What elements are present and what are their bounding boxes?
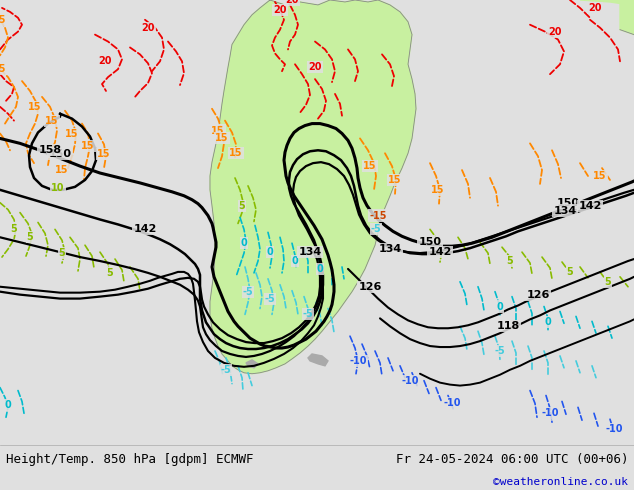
Text: -5: -5 bbox=[221, 365, 231, 375]
Polygon shape bbox=[580, 0, 634, 5]
Text: 134: 134 bbox=[299, 247, 321, 257]
Text: 142: 142 bbox=[429, 247, 451, 257]
Polygon shape bbox=[246, 360, 258, 368]
Text: 20: 20 bbox=[548, 26, 562, 37]
Text: 15: 15 bbox=[55, 165, 68, 175]
Text: 15: 15 bbox=[97, 149, 111, 159]
Text: 10: 10 bbox=[51, 183, 65, 193]
Text: 15: 15 bbox=[0, 64, 7, 74]
Text: 142: 142 bbox=[578, 200, 602, 211]
Polygon shape bbox=[210, 0, 416, 374]
Text: -10: -10 bbox=[401, 376, 418, 386]
Text: 15: 15 bbox=[45, 116, 59, 125]
Text: 15: 15 bbox=[363, 161, 377, 171]
Text: -5: -5 bbox=[371, 224, 382, 234]
Text: 126: 126 bbox=[526, 290, 550, 300]
Text: 15: 15 bbox=[81, 141, 94, 151]
Text: 5: 5 bbox=[11, 224, 17, 234]
Text: 0: 0 bbox=[241, 238, 247, 248]
Text: 15: 15 bbox=[211, 125, 224, 136]
Text: 118: 118 bbox=[496, 321, 520, 331]
Text: -10: -10 bbox=[541, 408, 559, 418]
Text: 134: 134 bbox=[553, 206, 577, 216]
Text: 15: 15 bbox=[29, 102, 42, 112]
Text: -5: -5 bbox=[302, 309, 313, 319]
Text: Height/Temp. 850 hPa [gdpm] ECMWF: Height/Temp. 850 hPa [gdpm] ECMWF bbox=[6, 453, 254, 466]
Text: 150: 150 bbox=[418, 237, 441, 247]
Text: 20: 20 bbox=[588, 3, 602, 13]
Text: -10: -10 bbox=[349, 356, 366, 366]
Text: ©weatheronline.co.uk: ©weatheronline.co.uk bbox=[493, 477, 628, 487]
Text: 0: 0 bbox=[496, 301, 503, 312]
Text: 15: 15 bbox=[0, 15, 7, 25]
Text: 5: 5 bbox=[567, 267, 573, 277]
Text: 15: 15 bbox=[388, 175, 402, 185]
Text: 20: 20 bbox=[285, 0, 299, 5]
Text: -5: -5 bbox=[243, 287, 254, 296]
Text: 20: 20 bbox=[141, 23, 155, 33]
Text: 20: 20 bbox=[308, 62, 321, 72]
Text: 150: 150 bbox=[48, 149, 72, 159]
Text: -15: -15 bbox=[369, 211, 387, 220]
Text: 5: 5 bbox=[27, 232, 34, 242]
Text: 5: 5 bbox=[605, 277, 611, 287]
Text: -5: -5 bbox=[264, 294, 275, 304]
Text: Fr 24-05-2024 06:00 UTC (00+06): Fr 24-05-2024 06:00 UTC (00+06) bbox=[396, 453, 628, 466]
Polygon shape bbox=[308, 354, 328, 366]
Text: 5: 5 bbox=[238, 200, 245, 211]
Text: 0: 0 bbox=[4, 400, 11, 410]
Text: 15: 15 bbox=[65, 129, 79, 140]
Text: -10: -10 bbox=[605, 424, 623, 434]
Text: 15: 15 bbox=[593, 171, 607, 181]
Text: 15: 15 bbox=[216, 133, 229, 144]
Text: 142: 142 bbox=[133, 224, 157, 234]
Text: 150: 150 bbox=[557, 197, 579, 208]
Text: 0: 0 bbox=[267, 247, 273, 257]
Text: -10: -10 bbox=[443, 398, 461, 408]
Text: 15: 15 bbox=[431, 185, 444, 195]
Text: 0: 0 bbox=[316, 264, 323, 274]
Text: 5: 5 bbox=[58, 248, 65, 258]
Text: 126: 126 bbox=[358, 282, 382, 292]
Text: 0: 0 bbox=[292, 256, 299, 266]
Polygon shape bbox=[620, 0, 634, 35]
Text: 0: 0 bbox=[545, 318, 552, 327]
Text: 158: 158 bbox=[39, 145, 61, 155]
Text: 5: 5 bbox=[507, 256, 514, 266]
Text: -5: -5 bbox=[495, 346, 505, 356]
Text: 20: 20 bbox=[98, 56, 112, 66]
Text: 134: 134 bbox=[378, 244, 401, 254]
Text: 5: 5 bbox=[107, 268, 113, 278]
Text: 15: 15 bbox=[230, 148, 243, 158]
Text: 20: 20 bbox=[273, 5, 287, 15]
